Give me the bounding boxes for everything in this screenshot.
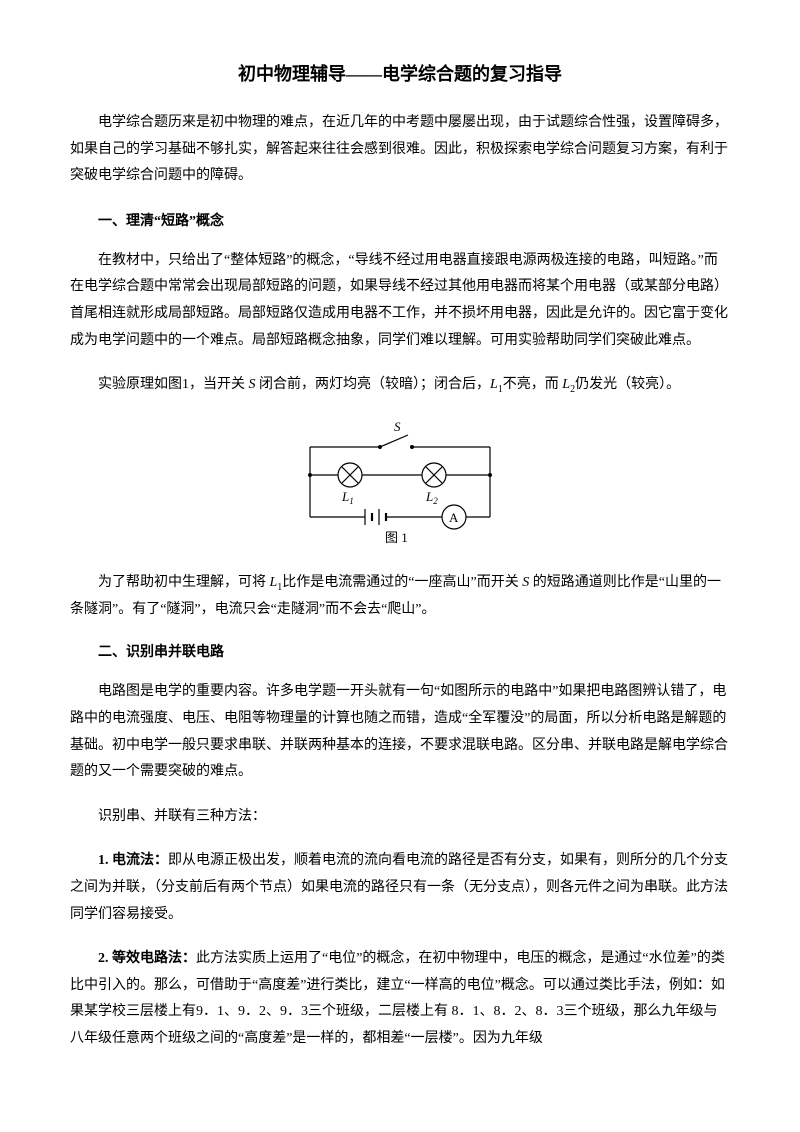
switch-label: S [394, 419, 401, 434]
document-title: 初中物理辅导——电学综合题的复习指导 [70, 60, 730, 86]
variable-l2: L [562, 377, 570, 392]
section1-para3: 为了帮助初中生理解，可将 L1比作是电流需通过的“一座高山”而开关 S 的短路通… [70, 570, 730, 623]
section1-para1: 在教材中，只给出了“整体短路”的概念，“导线不经过用电器直接跟电源两极连接的电路… [70, 248, 730, 354]
text-fragment: 闭合前，两灯均亮（较暗）；闭合后， [256, 377, 491, 392]
text-fragment: 不亮，而 [503, 377, 563, 392]
section2-para1: 电路图是电学的重要内容。许多电学题一开头就有一句“如图所示的电路中”如果把电路图… [70, 679, 730, 785]
section1-para2: 实验原理如图1，当开关 S 闭合前，两灯均亮（较暗）；闭合后，L1不亮，而 L2… [70, 372, 730, 399]
method2-label: 2. 等效电路法： [98, 951, 196, 966]
method1-text: 即从电源正极出发，顺着电流的流向看电流的路径是否有分支，如果有，则所分的几个分支… [70, 853, 728, 921]
bulb-l2-label: L2 [425, 489, 438, 506]
method1-label: 1. 电流法： [98, 853, 168, 868]
text-fragment: 比作是电流需通过的“一座高山”而开关 [282, 575, 522, 590]
variable-s: S [249, 377, 256, 392]
section2-para2: 识别串、并联有三种方法： [70, 804, 730, 831]
section2-heading: 二、识别串并联电路 [70, 641, 730, 661]
method-2: 2. 等效电路法：此方法实质上运用了“电位”的概念，在初中物理中，电压的概念，是… [70, 946, 730, 1052]
method-1: 1. 电流法：即从电源正极出发，顺着电流的流向看电流的路径是否有分支，如果有，则… [70, 848, 730, 928]
intro-paragraph: 电学综合题历来是初中物理的难点，在近几年的中考题中屡屡出现，由于试题综合性强，设… [70, 110, 730, 190]
circuit-svg: S L1 L2 [270, 417, 530, 547]
text-fragment: 实验原理如图1，当开关 [98, 377, 249, 392]
figure-label: 图 1 [385, 530, 408, 545]
circuit-diagram: S L1 L2 [70, 417, 730, 552]
text-fragment: 仍发光（较亮）。 [575, 377, 680, 392]
text-fragment: 为了帮助初中生理解，可将 [98, 575, 270, 590]
ammeter-label: A [449, 510, 459, 525]
variable-l1: L [490, 377, 498, 392]
section1-heading: 一、理清“短路”概念 [70, 210, 730, 230]
bulb-l1-label: L1 [341, 489, 354, 506]
